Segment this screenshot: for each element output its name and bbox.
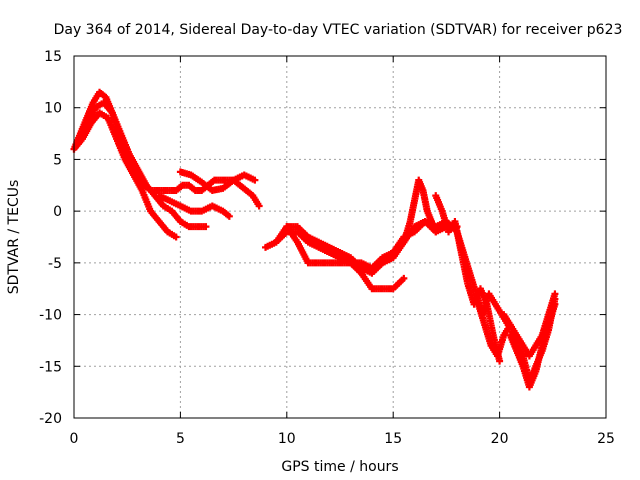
series-track-m xyxy=(506,300,559,391)
y-tick-label: 0 xyxy=(53,204,62,220)
tick-label-layer: 0 5 10 15 20 25 -20 -15 -10 -5 0 5 10 15 xyxy=(39,49,615,447)
chart-title: Day 364 of 2014, Sidereal Day-to-day VTE… xyxy=(54,22,623,38)
data-point-marker xyxy=(202,223,210,231)
x-tick-label: 15 xyxy=(384,431,402,447)
series-layer xyxy=(70,88,559,391)
series-track-c xyxy=(74,99,210,231)
series-track-j xyxy=(432,192,504,365)
y-tick-label: -15 xyxy=(39,359,62,375)
x-axis-label: GPS time / hours xyxy=(281,459,398,475)
series-track-d xyxy=(176,168,259,194)
y-tick-label: -10 xyxy=(39,308,62,324)
y-tick-label: -20 xyxy=(39,411,62,427)
data-point-marker xyxy=(496,357,504,365)
y-tick-label: 10 xyxy=(44,101,62,117)
x-tick-label: 25 xyxy=(597,431,615,447)
y-tick-label: 15 xyxy=(44,49,62,65)
data-point-marker xyxy=(225,212,233,220)
x-tick-label: 5 xyxy=(176,431,185,447)
x-tick-label: 10 xyxy=(278,431,296,447)
x-tick-label: 20 xyxy=(491,431,509,447)
data-point-marker xyxy=(432,228,440,236)
y-tick-label: 5 xyxy=(53,152,62,168)
data-point-marker xyxy=(255,202,263,210)
y-axis-label: SDTVAR / TECUs xyxy=(6,180,22,295)
plot-frame xyxy=(73,55,607,419)
y-tick-label: -5 xyxy=(48,256,62,272)
data-point-marker xyxy=(251,176,259,184)
data-point-marker xyxy=(172,233,180,241)
data-point-marker xyxy=(551,290,559,298)
x-tick-label: 0 xyxy=(70,431,79,447)
data-point-marker xyxy=(400,274,408,282)
series-track-e xyxy=(155,192,233,220)
series-track-n xyxy=(474,290,559,360)
series-track-i xyxy=(400,176,440,246)
